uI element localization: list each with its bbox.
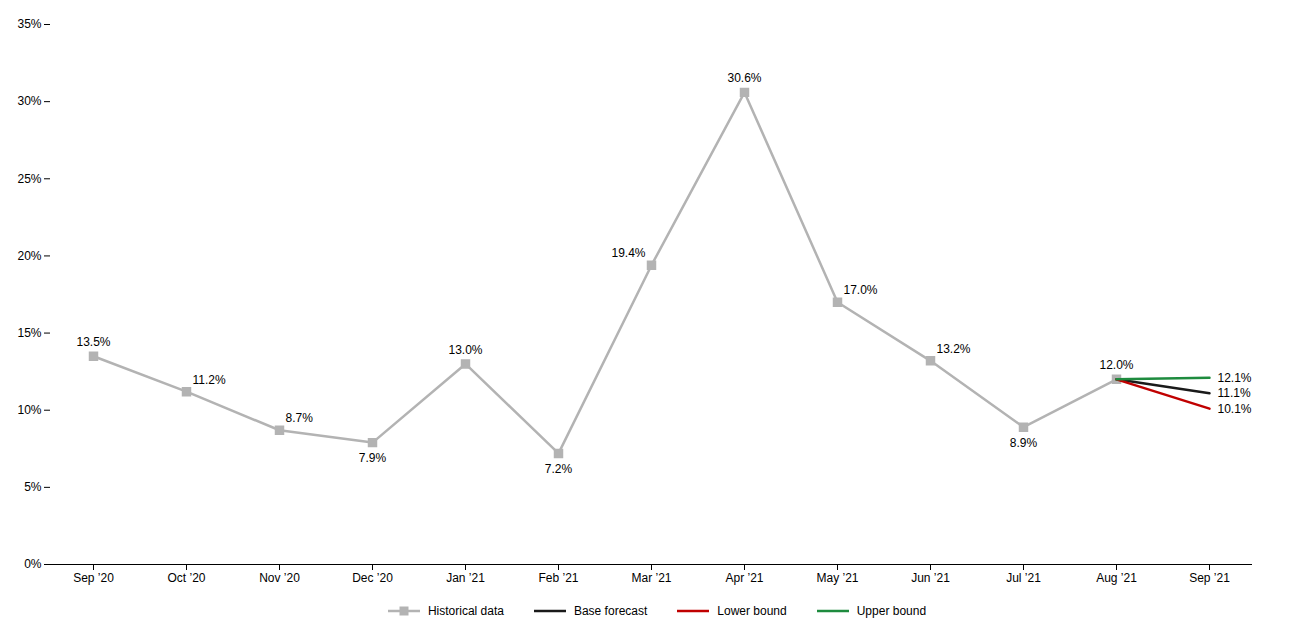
- svg-text:30%: 30%: [17, 94, 41, 108]
- svg-text:Mar ’21: Mar ’21: [631, 571, 671, 585]
- html-text:Historical data: Historical data: [427, 604, 504, 618]
- svg-text:13.2%: 13.2%: [937, 342, 971, 356]
- svg-text:19.4%: 19.4%: [611, 246, 645, 260]
- svg-text:Jun ’21: Jun ’21: [911, 571, 950, 585]
- svg-text:12.1%: 12.1%: [1218, 371, 1252, 385]
- svg-text:30.6%: 30.6%: [727, 71, 761, 85]
- svg-text:15%: 15%: [17, 326, 41, 340]
- svg-text:Jan ’21: Jan ’21: [446, 571, 485, 585]
- svg-text:Oct ’20: Oct ’20: [167, 571, 205, 585]
- svg-text:10%: 10%: [17, 403, 41, 417]
- html-text:Lower bound: Lower bound: [717, 604, 787, 618]
- html-text:Base forecast: Base forecast: [573, 604, 648, 618]
- svg-text:7.9%: 7.9%: [359, 451, 387, 465]
- svg-text:7.2%: 7.2%: [545, 462, 573, 476]
- svg-text:13.0%: 13.0%: [448, 343, 482, 357]
- svg-text:8.9%: 8.9%: [1010, 436, 1038, 450]
- svg-text:Sep ’21: Sep ’21: [1189, 571, 1230, 585]
- svg-text:Jul ’21: Jul ’21: [1006, 571, 1041, 585]
- svg-text:0%: 0%: [24, 557, 42, 571]
- svg-text:12.0%: 12.0%: [1099, 358, 1133, 372]
- html-text:Upper bound: Upper bound: [856, 604, 927, 618]
- svg-text:May ’21: May ’21: [816, 571, 858, 585]
- svg-text:Aug ’21: Aug ’21: [1096, 571, 1137, 585]
- svg-text:25%: 25%: [17, 172, 41, 186]
- svg-text:5%: 5%: [24, 480, 42, 494]
- svg-text:35%: 35%: [17, 17, 41, 31]
- svg-text:Nov ’20: Nov ’20: [259, 571, 300, 585]
- svg-text:10.1%: 10.1%: [1218, 402, 1252, 416]
- svg-text:17.0%: 17.0%: [844, 283, 878, 297]
- svg-text:13.5%: 13.5%: [76, 335, 110, 349]
- svg-text:11.2%: 11.2%: [193, 373, 226, 387]
- svg-text:11.1%: 11.1%: [1218, 386, 1251, 400]
- svg-text:8.7%: 8.7%: [286, 411, 314, 425]
- svg-text:Apr ’21: Apr ’21: [725, 571, 763, 585]
- svg-text:Dec ’20: Dec ’20: [352, 571, 393, 585]
- svg-text:Feb ’21: Feb ’21: [538, 571, 578, 585]
- svg-text:Sep ’20: Sep ’20: [73, 571, 114, 585]
- svg-text:20%: 20%: [17, 249, 41, 263]
